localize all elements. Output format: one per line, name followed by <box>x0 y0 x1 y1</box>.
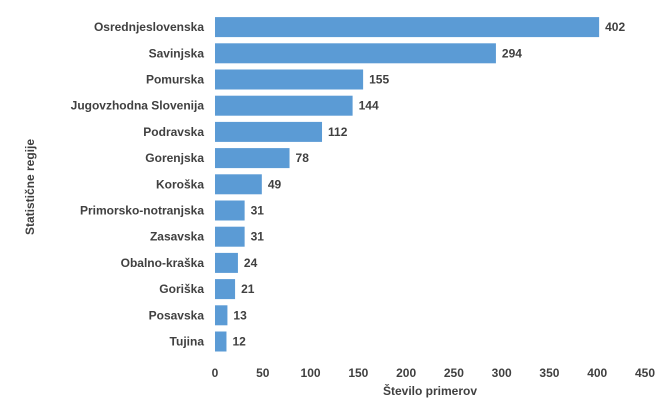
bar <box>215 200 245 221</box>
bar-value-label: 112 <box>328 125 348 139</box>
bar-value-label: 31 <box>251 230 265 244</box>
x-tick-label: 350 <box>539 366 559 380</box>
category-label: Jugovzhodna Slovenija <box>71 99 205 113</box>
x-tick-label: 200 <box>396 366 416 380</box>
category-label: Goriška <box>159 282 204 296</box>
category-label: Gorenjska <box>145 151 204 165</box>
bar <box>215 252 238 273</box>
category-label: Osrednjeslovenska <box>94 20 204 34</box>
bar <box>215 174 262 195</box>
bar <box>215 43 496 64</box>
bar-value-label: 24 <box>244 256 258 270</box>
bar-value-label: 155 <box>369 73 389 87</box>
bar-value-label: 144 <box>359 99 379 113</box>
category-label: Podravska <box>143 125 204 139</box>
x-tick-label: 100 <box>301 366 321 380</box>
bar <box>215 148 290 169</box>
category-label: Obalno-kraška <box>121 256 205 270</box>
bar-value-label: 49 <box>268 177 282 191</box>
bar-value-label: 294 <box>502 46 522 60</box>
x-tick-label: 50 <box>256 366 270 380</box>
bar-value-label: 13 <box>233 308 247 322</box>
bar <box>215 69 364 90</box>
x-ticks-group: 0 50 100 150 200 250 300 350 400 450 <box>212 366 656 380</box>
bar <box>215 279 236 300</box>
bar-value-label: 31 <box>251 204 265 218</box>
category-label: Zasavska <box>150 230 204 244</box>
category-label: Savinjska <box>149 46 205 60</box>
bars-group <box>215 17 600 352</box>
bar <box>215 95 353 116</box>
category-label: Koroška <box>156 177 204 191</box>
category-label: Tujina <box>170 335 205 349</box>
x-tick-label: 300 <box>492 366 512 380</box>
category-labels-group: Osrednjeslovenska Savinjska Pomurska Jugovz… <box>71 20 205 348</box>
bar-value-label: 402 <box>605 20 625 34</box>
category-label: Primorsko-notranjska <box>80 204 204 218</box>
x-tick-label: 0 <box>212 366 219 380</box>
bar <box>215 121 323 142</box>
x-tick-label: 400 <box>587 366 607 380</box>
bar-value-label: 21 <box>241 282 255 296</box>
category-label: Pomurska <box>146 73 204 87</box>
bar <box>215 17 600 38</box>
bar <box>215 331 227 352</box>
category-label: Posavska <box>149 308 205 322</box>
y-axis-title: Statistične regije <box>23 139 37 235</box>
bar-value-label: 78 <box>296 151 310 165</box>
bar <box>215 305 228 326</box>
bar <box>215 226 245 247</box>
x-tick-label: 450 <box>635 366 655 380</box>
x-axis-title: Število primerov <box>383 383 477 398</box>
x-tick-label: 150 <box>348 366 368 380</box>
x-tick-label: 250 <box>444 366 464 380</box>
bar-value-label: 12 <box>232 335 246 349</box>
